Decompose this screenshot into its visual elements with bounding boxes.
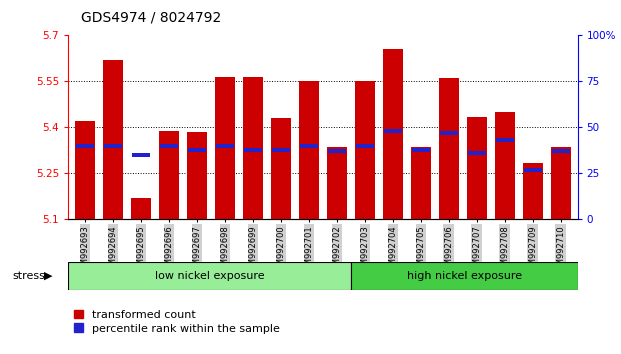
- Bar: [215, 77, 235, 219]
- Text: ▶: ▶: [44, 271, 53, 281]
- Bar: [300, 144, 318, 148]
- Bar: [188, 148, 206, 152]
- Bar: [439, 78, 459, 219]
- Bar: [159, 131, 179, 219]
- Bar: [327, 147, 347, 219]
- Bar: [328, 149, 346, 153]
- Bar: [523, 163, 543, 219]
- Bar: [351, 262, 578, 290]
- Bar: [271, 118, 291, 219]
- Bar: [104, 144, 122, 148]
- Bar: [132, 153, 150, 157]
- Bar: [412, 148, 430, 152]
- Bar: [68, 262, 351, 290]
- Legend: transformed count, percentile rank within the sample: transformed count, percentile rank withi…: [74, 310, 279, 333]
- Bar: [272, 148, 290, 152]
- Bar: [299, 81, 319, 219]
- Bar: [440, 131, 458, 135]
- Text: stress: stress: [12, 271, 45, 281]
- Bar: [244, 148, 262, 152]
- Bar: [131, 198, 151, 219]
- Text: low nickel exposure: low nickel exposure: [155, 271, 265, 281]
- Bar: [496, 138, 514, 142]
- Bar: [76, 144, 94, 148]
- Bar: [75, 121, 95, 219]
- Bar: [467, 117, 487, 219]
- Bar: [495, 112, 515, 219]
- Bar: [243, 77, 263, 219]
- Bar: [384, 129, 402, 133]
- Bar: [468, 151, 486, 155]
- Bar: [524, 168, 542, 172]
- Bar: [551, 147, 571, 219]
- Text: high nickel exposure: high nickel exposure: [407, 271, 522, 281]
- Bar: [552, 149, 569, 153]
- Bar: [411, 147, 430, 219]
- Text: GDS4974 / 8024792: GDS4974 / 8024792: [81, 11, 221, 25]
- Bar: [383, 49, 402, 219]
- Bar: [187, 132, 207, 219]
- Bar: [160, 144, 178, 148]
- Bar: [355, 81, 374, 219]
- Bar: [356, 144, 374, 148]
- Bar: [103, 60, 123, 219]
- Bar: [216, 144, 233, 148]
